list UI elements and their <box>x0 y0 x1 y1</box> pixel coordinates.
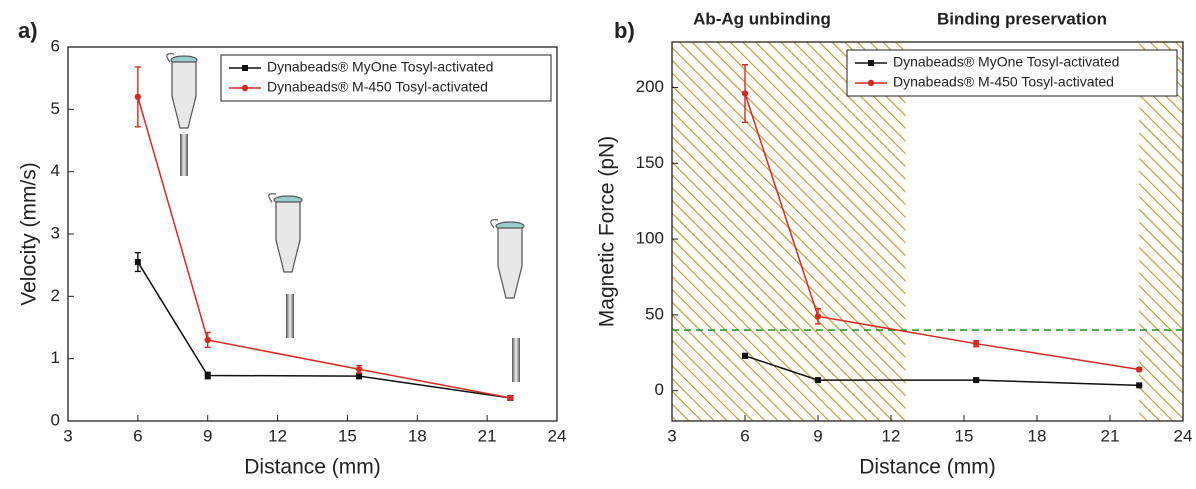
y-tick-label: 0 <box>655 380 664 399</box>
marker <box>1136 382 1143 389</box>
marker <box>815 377 821 384</box>
y-tick-label: 100 <box>636 229 664 248</box>
marker <box>742 352 748 359</box>
legend-marker <box>242 65 248 71</box>
marker <box>134 93 142 101</box>
x-tick-label: 15 <box>338 426 357 445</box>
legend-label: Dynabeads® MyOne Tosyl-activated <box>893 54 1119 70</box>
x-tick-label: 12 <box>882 426 901 445</box>
panel-label: a) <box>18 18 38 43</box>
legend-marker <box>868 60 874 66</box>
tube-illustrations <box>166 53 525 382</box>
y-tick-label: 6 <box>51 36 60 55</box>
marker <box>972 340 980 347</box>
marker <box>973 377 980 384</box>
x-tick-label: 18 <box>1028 426 1047 445</box>
marker <box>134 259 141 266</box>
marker <box>507 394 514 402</box>
legend-label: Dynabeads® M-450 Tosyl-activated <box>893 74 1114 90</box>
x-tick-label: 6 <box>740 426 749 445</box>
x-axis-label: Distance (mm) <box>859 456 996 479</box>
x-tick-label: 6 <box>133 426 142 445</box>
y-tick-label: 1 <box>51 348 60 367</box>
legend-marker <box>867 79 875 87</box>
annotation: Ab-Ag unbinding <box>693 9 831 28</box>
marker <box>204 372 211 379</box>
x-tick-label: 24 <box>548 426 567 445</box>
y-tick-label: 150 <box>636 153 664 172</box>
legend-box <box>846 49 1178 97</box>
plot-frame <box>671 41 1184 422</box>
marker <box>814 313 822 320</box>
y-tick-label: 2 <box>51 286 60 305</box>
marker <box>356 373 363 380</box>
y-tick-label: 5 <box>51 99 60 118</box>
legend-marker <box>241 84 249 92</box>
hatched-region <box>1139 42 1183 421</box>
y-axis-label: Velocity (mm/s) <box>18 162 41 306</box>
marker <box>204 336 211 344</box>
series-line <box>137 96 511 399</box>
y-tick-label: 200 <box>636 77 664 96</box>
annotation: Binding preservation <box>937 9 1107 28</box>
y-tick-label: 0 <box>51 410 60 429</box>
series-line <box>137 261 511 399</box>
marker <box>355 366 363 373</box>
series-line <box>744 93 1140 371</box>
y-tick-label: 3 <box>51 223 60 242</box>
x-tick-label: 12 <box>268 426 287 445</box>
panel: 3 6 9 12 15 18 21 24 0 50 100 150 200 Distance (mm) Ma… <box>596 9 1193 478</box>
series-line <box>744 355 1140 387</box>
x-tick-label: 9 <box>813 426 822 445</box>
x-tick-label: 3 <box>667 426 676 445</box>
y-axis-label: Magnetic Force (pN) <box>596 136 619 327</box>
x-tick-label: 18 <box>408 426 427 445</box>
plot-frame <box>67 46 558 422</box>
x-tick-label: 3 <box>63 426 72 445</box>
x-tick-label: 21 <box>1101 426 1120 445</box>
x-tick-label: 9 <box>203 426 212 445</box>
hatched-region <box>672 42 906 421</box>
y-tick-label: 50 <box>645 304 664 323</box>
x-tick-label: 24 <box>1174 426 1193 445</box>
x-tick-label: 15 <box>955 426 974 445</box>
legend-label: Dynabeads® M-450 Tosyl-activated <box>267 79 488 95</box>
marker <box>1136 366 1143 373</box>
panel-label: b) <box>614 18 635 43</box>
marker <box>741 90 749 97</box>
x-axis-label: Distance (mm) <box>244 456 381 479</box>
legend-box <box>220 54 552 102</box>
y-tick-label: 4 <box>51 161 60 180</box>
x-tick-label: 21 <box>478 426 497 445</box>
legend-label: Dynabeads® MyOne Tosyl-activated <box>267 59 493 75</box>
